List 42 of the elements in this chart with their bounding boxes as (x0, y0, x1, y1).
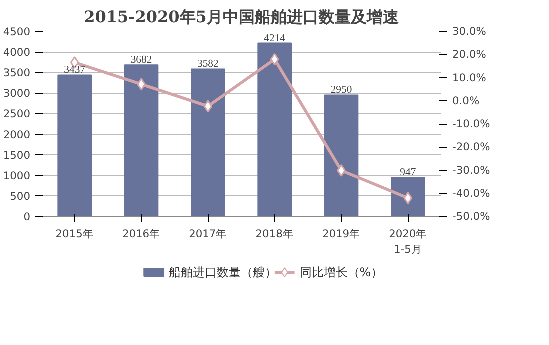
x-tick-label: 2018年 (256, 228, 294, 240)
data-label: 2950 (330, 85, 352, 96)
y-tick-label: 4000 (3, 46, 31, 60)
bar (324, 94, 359, 216)
y-tick-label: 0 (24, 210, 31, 224)
y2-tick-label: 30.0% (452, 25, 486, 38)
chart-title: 2015-2020年5月中国船舶进口数量及增速 (84, 8, 400, 26)
x-tick-label: 2017年 (189, 228, 228, 240)
y-tick-label: 1500 (3, 148, 31, 162)
data-label: 4214 (264, 33, 286, 44)
y-tick-label: 2500 (3, 108, 31, 121)
x-tick-label: 2015年 (56, 228, 94, 240)
x-tick-label: 2016年 (122, 228, 161, 240)
data-label: 947 (400, 168, 417, 179)
y-tick-label: 3000 (3, 87, 31, 100)
legend-label: 同比增长（%） (300, 266, 384, 280)
y2-tick-label: -30.0% (452, 164, 490, 177)
legend-label: 船舶进口数量（艘） (168, 266, 277, 280)
y2-tick-label: 20.0% (452, 48, 486, 62)
y2-tick-label: -20.0% (452, 140, 490, 154)
bar (391, 177, 426, 216)
x-tick-label: 2019年 (322, 228, 361, 240)
y-tick-label: 2000 (3, 128, 31, 142)
point (270, 53, 280, 66)
data-label: 3682 (130, 55, 152, 66)
y2-tick-label: 10.0% (452, 71, 486, 84)
data-label: 3582 (198, 59, 219, 70)
y-tick-label: 500 (10, 190, 31, 203)
y2-tick-label: -50.0% (452, 210, 490, 223)
bar (58, 74, 92, 216)
bar (258, 42, 292, 216)
y-tick-label: 4500 (3, 26, 31, 38)
bar (191, 68, 226, 216)
y2-tick-label: 0.0% (452, 94, 480, 108)
y2-tick-label: -40.0% (452, 186, 490, 200)
point (204, 100, 213, 113)
bar (124, 64, 159, 216)
y-tick-label: 3500 (3, 66, 31, 80)
data-label: 3437 (64, 65, 86, 76)
y2-tick-label: -10.0% (452, 118, 490, 130)
y-tick-label: 1000 (3, 169, 31, 182)
x-tick-label: 2020年 1-5月 (389, 228, 428, 256)
